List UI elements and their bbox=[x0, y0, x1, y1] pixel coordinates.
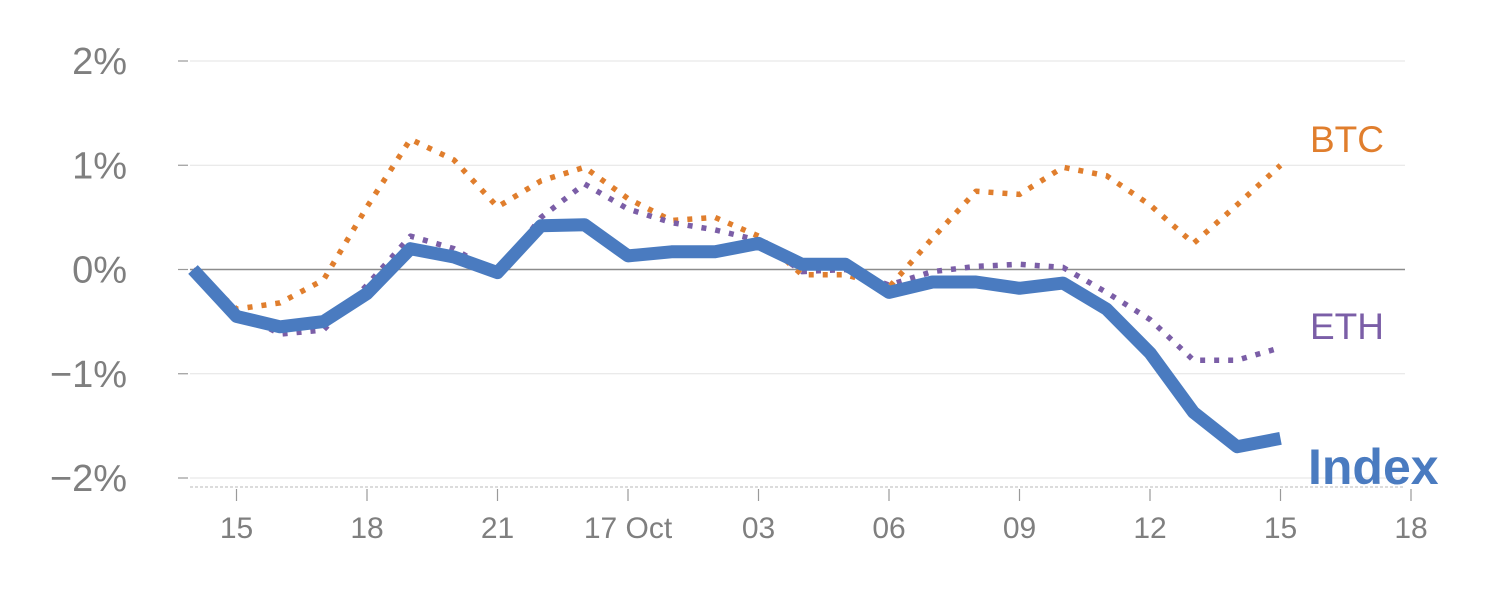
y-tick-label: −1% bbox=[50, 354, 127, 396]
y-tick-label: 2% bbox=[72, 41, 127, 83]
series-label-eth: ETH bbox=[1310, 306, 1384, 347]
x-tick-label: 18 bbox=[1394, 512, 1427, 545]
x-tick-label: 21 bbox=[481, 512, 514, 545]
series-label-index: Index bbox=[1308, 439, 1439, 495]
label-layer: BTC ETH Index bbox=[1308, 119, 1439, 495]
series-layer bbox=[188, 136, 1283, 454]
x-tick-label: 17 Oct bbox=[584, 512, 673, 545]
series-line-eth bbox=[191, 181, 1282, 363]
x-tick-label: 15 bbox=[1264, 512, 1297, 545]
y-tick-label: −2% bbox=[50, 458, 127, 500]
axis-layer: 2% 1% 0% −1% −2% 15 18 21 17 Oct 03 06 09 12 15 18 bbox=[50, 41, 1428, 545]
y-tick-label: 1% bbox=[72, 145, 127, 187]
x-tick-label: 09 bbox=[1003, 512, 1036, 545]
series-label-btc: BTC bbox=[1310, 119, 1384, 160]
y-tick-label: 0% bbox=[72, 250, 127, 292]
x-tick-label: 12 bbox=[1133, 512, 1166, 545]
x-tick-label: 15 bbox=[220, 512, 253, 545]
x-tick-label: 18 bbox=[350, 512, 383, 545]
x-tick-label: 03 bbox=[742, 512, 775, 545]
series-line-index bbox=[188, 218, 1282, 454]
series-line-btc bbox=[191, 136, 1283, 312]
x-tick-label: 06 bbox=[872, 512, 905, 545]
